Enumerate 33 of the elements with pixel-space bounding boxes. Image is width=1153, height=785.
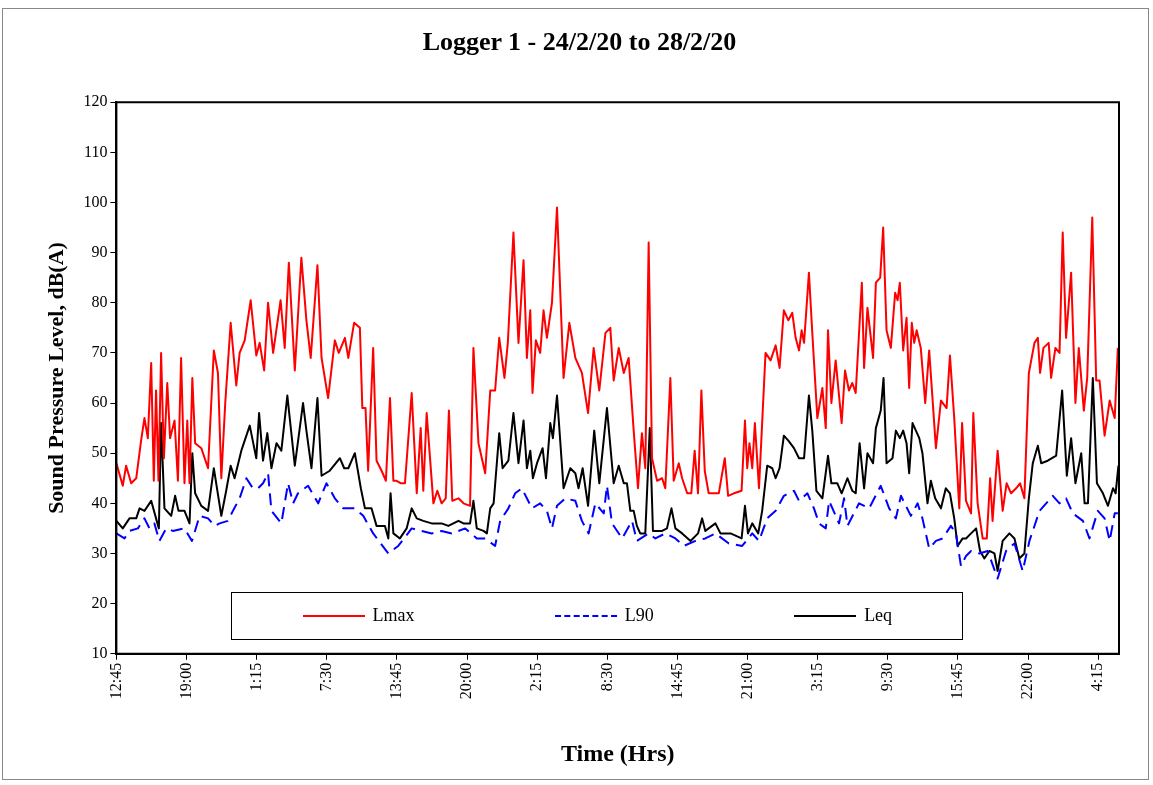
legend-label: L90 <box>624 605 654 627</box>
legend-label: Lmax <box>372 605 415 627</box>
x-tick-label: 8:30 <box>597 662 615 692</box>
y-tick-label: 100 <box>83 192 108 210</box>
y-tick-label: 60 <box>91 393 108 411</box>
x-tick-label: 2:15 <box>527 662 545 692</box>
x-tick-label: 4:15 <box>1088 662 1106 692</box>
y-tick-label: 70 <box>91 343 108 361</box>
legend-label: Leq <box>864 605 893 627</box>
y-axis-title: Sound Pressure Level, dB(A) <box>42 242 68 514</box>
x-tick-label: 12:45 <box>106 662 124 700</box>
x-axis-title: Time (Hrs) <box>560 739 675 766</box>
chart-title: Logger 1 - 24/2/20 to 28/2/20 <box>422 27 737 57</box>
y-tick-label: 40 <box>91 493 108 511</box>
x-tick-label: 13:45 <box>387 662 405 700</box>
y-tick-label: 80 <box>91 292 108 310</box>
x-tick-label: 9:30 <box>878 662 896 692</box>
y-tick-label: 120 <box>83 92 108 110</box>
y-tick-label: 110 <box>83 142 108 160</box>
x-tick-label: 3:15 <box>807 662 825 692</box>
y-tick-label: 20 <box>91 593 108 611</box>
y-tick-label: 50 <box>91 443 108 461</box>
x-tick-label: 7:30 <box>317 662 334 692</box>
y-tick-label: 90 <box>91 242 108 260</box>
y-tick-label: 10 <box>91 643 108 661</box>
x-tick-label: 22:00 <box>1018 662 1036 700</box>
x-tick-label: 1:15 <box>246 662 264 692</box>
x-tick-label: 19:00 <box>176 662 194 700</box>
y-tick-label: 30 <box>91 543 108 561</box>
x-tick-label: 21:00 <box>737 662 755 700</box>
x-tick-label: 14:45 <box>667 662 685 700</box>
x-tick-label: 15:45 <box>948 662 966 700</box>
x-tick-label: 20:00 <box>457 662 475 700</box>
